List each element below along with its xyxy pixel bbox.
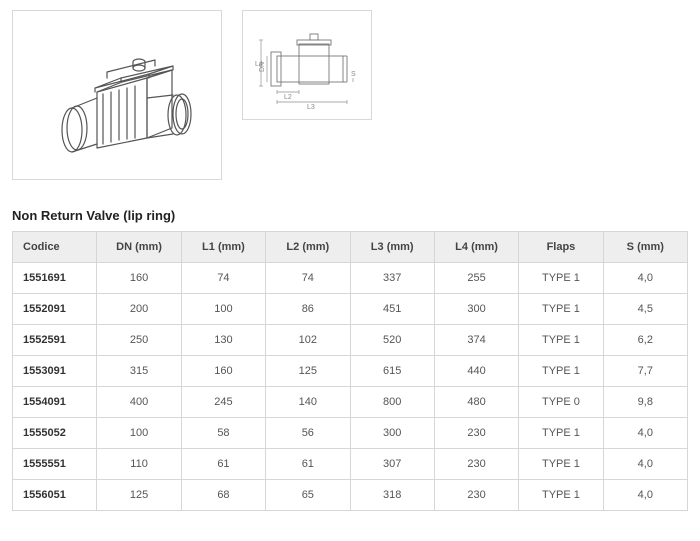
table-row: 155209120010086451300TYPE 14,5 [13,294,688,325]
product-dimension-drawing: L4 DN L2 L3 S [242,10,372,120]
cell-value: 318 [350,480,434,511]
cell-value: 86 [266,294,350,325]
cell-value: TYPE 1 [519,263,603,294]
cell-value: 800 [350,387,434,418]
cell-value: 65 [266,480,350,511]
cell-value: 100 [181,294,265,325]
cell-codice: 1552591 [13,325,97,356]
dim-label-l2: L2 [284,94,292,101]
cell-value: 7,7 [603,356,687,387]
cell-value: TYPE 1 [519,480,603,511]
cell-value: 125 [97,480,181,511]
cell-value: 74 [266,263,350,294]
dim-label-dn: DN [259,61,266,71]
cell-value: 480 [434,387,518,418]
col-header: L3 (mm) [350,232,434,263]
cell-value: 125 [266,356,350,387]
cell-value: 307 [350,449,434,480]
cell-value: 230 [434,449,518,480]
cell-codice: 1555052 [13,418,97,449]
col-header: DN (mm) [97,232,181,263]
table-row: 15516911607474337255TYPE 14,0 [13,263,688,294]
table-row: 15550521005856300230TYPE 14,0 [13,418,688,449]
cell-value: 130 [181,325,265,356]
cell-value: TYPE 1 [519,294,603,325]
cell-value: TYPE 1 [519,449,603,480]
col-header: Codice [13,232,97,263]
table-row: 1553091315160125615440TYPE 17,7 [13,356,688,387]
cell-codice: 1554091 [13,387,97,418]
col-header: L1 (mm) [181,232,265,263]
cell-value: 68 [181,480,265,511]
cell-value: 250 [97,325,181,356]
cell-value: 300 [434,294,518,325]
cell-value: 58 [181,418,265,449]
table-header-row: CodiceDN (mm)L1 (mm)L2 (mm)L3 (mm)L4 (mm… [13,232,688,263]
cell-value: 160 [97,263,181,294]
cell-value: 110 [97,449,181,480]
cell-value: 102 [266,325,350,356]
images-row: L4 DN L2 L3 S [12,10,688,180]
cell-codice: 1551691 [13,263,97,294]
cell-value: 4,0 [603,449,687,480]
cell-value: 200 [97,294,181,325]
table-row: 1554091400245140800480TYPE 09,8 [13,387,688,418]
cell-value: 520 [350,325,434,356]
cell-value: 255 [434,263,518,294]
page-title: Non Return Valve (lip ring) [12,208,688,223]
cell-value: 74 [181,263,265,294]
cell-codice: 1553091 [13,356,97,387]
col-header: L2 (mm) [266,232,350,263]
spec-table: CodiceDN (mm)L1 (mm)L2 (mm)L3 (mm)L4 (mm… [12,231,688,511]
cell-value: TYPE 1 [519,356,603,387]
cell-value: 300 [350,418,434,449]
cell-value: 100 [97,418,181,449]
cell-value: 140 [266,387,350,418]
table-row: 1552591250130102520374TYPE 16,2 [13,325,688,356]
cell-value: 9,8 [603,387,687,418]
cell-value: 4,0 [603,480,687,511]
cell-value: 245 [181,387,265,418]
cell-value: 615 [350,356,434,387]
cell-value: 440 [434,356,518,387]
cell-value: TYPE 1 [519,418,603,449]
cell-codice: 1555551 [13,449,97,480]
cell-value: 230 [434,480,518,511]
col-header: L4 (mm) [434,232,518,263]
cell-value: 4,5 [603,294,687,325]
cell-value: TYPE 0 [519,387,603,418]
col-header: Flaps [519,232,603,263]
cell-value: 4,0 [603,418,687,449]
cell-value: TYPE 1 [519,325,603,356]
cell-value: 61 [181,449,265,480]
cell-value: 337 [350,263,434,294]
cell-codice: 1552091 [13,294,97,325]
col-header: S (mm) [603,232,687,263]
product-iso-drawing [12,10,222,180]
cell-value: 230 [434,418,518,449]
dim-label-s: S [351,71,356,78]
cell-value: 56 [266,418,350,449]
cell-value: 160 [181,356,265,387]
cell-codice: 1556051 [13,480,97,511]
table-row: 15560511256865318230TYPE 14,0 [13,480,688,511]
cell-value: 6,2 [603,325,687,356]
cell-value: 4,0 [603,263,687,294]
cell-value: 374 [434,325,518,356]
cell-value: 451 [350,294,434,325]
dim-label-l3: L3 [307,104,315,111]
cell-value: 400 [97,387,181,418]
cell-value: 315 [97,356,181,387]
table-row: 15555511106161307230TYPE 14,0 [13,449,688,480]
cell-value: 61 [266,449,350,480]
